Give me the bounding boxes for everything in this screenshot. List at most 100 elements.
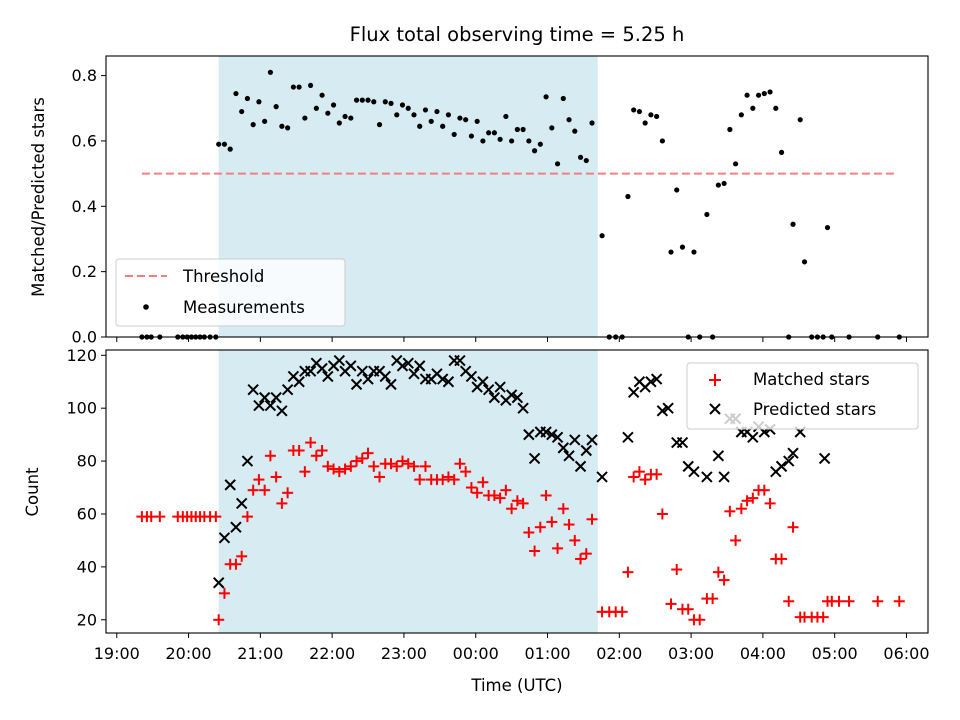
predicted-star-marker xyxy=(540,426,552,438)
matched-star-marker xyxy=(368,460,380,472)
measurement-point xyxy=(733,161,739,167)
matched-star-marker xyxy=(872,595,884,607)
matched-star-marker xyxy=(764,497,776,509)
measurement-point xyxy=(674,187,680,193)
measurement-point xyxy=(497,136,503,142)
matched-star-marker xyxy=(651,468,663,480)
predicted-star-marker xyxy=(645,376,657,388)
predicted-star-marker xyxy=(569,434,581,446)
matched-star-marker xyxy=(758,484,770,496)
legend-predicted-swatch xyxy=(709,403,721,415)
matched-star-marker xyxy=(575,553,587,565)
measurement-point xyxy=(353,97,360,103)
x-tick-label: 19:00 xyxy=(94,644,140,663)
matched-star-marker xyxy=(552,542,564,554)
matched-star-marker xyxy=(494,492,506,504)
measurement-point xyxy=(715,182,721,188)
matched-star-marker xyxy=(419,460,431,472)
predicted-star-marker xyxy=(775,460,788,473)
bottom-observing-span xyxy=(218,350,598,633)
measurement-point xyxy=(549,125,555,131)
measurement-point xyxy=(445,112,452,118)
top-y-tick-label: 0.6 xyxy=(72,131,97,150)
measurement-point xyxy=(761,90,767,97)
matched-star-marker xyxy=(351,455,363,467)
measurement-point xyxy=(572,128,578,134)
measurement-point xyxy=(801,259,808,265)
matched-star-marker xyxy=(356,452,368,464)
bottom-y-tick-label: 100 xyxy=(66,399,97,418)
top-axes-frame xyxy=(105,55,929,338)
bottom-panel: 20 40 60 80 100 120 19:00 20:00 21:00 22:00 23:00… xyxy=(23,346,930,695)
legend-measurements-label: Measurements xyxy=(183,298,305,317)
matched-star-marker xyxy=(628,471,640,483)
measurement-point xyxy=(543,94,549,100)
predicted-star-marker xyxy=(701,471,713,483)
measurement-point xyxy=(233,90,239,97)
predicted-star-marker xyxy=(676,436,689,449)
matched-star-marker xyxy=(448,474,460,486)
matched-stars-points xyxy=(136,437,905,626)
predicted-star-marker xyxy=(235,497,248,510)
measurement-point xyxy=(250,122,256,128)
matched-star-marker xyxy=(517,497,529,509)
matched-star-marker xyxy=(500,484,512,496)
matched-star-marker xyxy=(563,519,575,531)
measurement-point xyxy=(537,141,543,147)
measurement-point xyxy=(654,113,660,120)
measurement-point xyxy=(659,138,665,144)
matched-star-marker xyxy=(264,450,276,462)
predicted-star-marker xyxy=(258,391,271,404)
top-panel: 0.00.20.40.60.8 Matched/Predicted stars … xyxy=(29,55,929,347)
measurement-point xyxy=(422,107,429,113)
predicted-star-marker xyxy=(574,460,587,473)
measurement-point xyxy=(704,211,710,218)
matched-star-marker xyxy=(682,603,694,615)
matched-star-marker xyxy=(616,606,628,618)
predicted-star-marker xyxy=(546,428,558,441)
x-tick-label: 04:00 xyxy=(740,644,786,663)
predicted-star-marker xyxy=(414,360,426,372)
predicted-star-marker xyxy=(622,431,634,443)
matched-star-marker xyxy=(586,513,598,525)
measurement-point xyxy=(273,104,279,110)
measurement-point xyxy=(440,123,446,129)
predicted-star-marker xyxy=(688,465,700,478)
matched-star-marker xyxy=(534,521,546,533)
predicted-star-marker xyxy=(218,532,231,544)
measurement-point xyxy=(773,105,779,111)
matched-star-marker xyxy=(218,587,230,599)
matched-star-marker xyxy=(253,474,265,486)
matched-star-marker xyxy=(362,447,374,459)
measurement-point xyxy=(589,120,595,126)
x-axis-label: Time (UTC) xyxy=(470,676,562,695)
measurement-point xyxy=(668,249,674,255)
measurement-point xyxy=(509,138,515,144)
measurement-point xyxy=(560,95,566,102)
matched-star-marker xyxy=(787,521,799,533)
predicted-star-marker xyxy=(442,376,455,388)
predicted-star-marker xyxy=(477,376,489,388)
measurement-point xyxy=(755,92,762,98)
matched-star-marker xyxy=(712,566,724,578)
matched-star-marker xyxy=(833,595,845,607)
measurement-point xyxy=(290,84,296,90)
matched-star-marker xyxy=(511,495,523,507)
x-tick-label: 22:00 xyxy=(309,644,355,663)
matched-star-marker xyxy=(580,548,592,560)
measurement-point xyxy=(325,110,331,116)
predicted-star-marker xyxy=(656,405,669,417)
measurement-point xyxy=(721,180,727,187)
predicted-star-marker xyxy=(293,376,305,388)
matched-star-marker xyxy=(210,511,222,523)
matched-star-marker xyxy=(230,558,242,570)
predicted-star-marker xyxy=(379,370,391,383)
measurement-point xyxy=(451,131,457,138)
measurement-point xyxy=(583,157,589,164)
matched-star-marker xyxy=(465,482,477,494)
matched-star-marker xyxy=(396,455,408,467)
matched-star-marker xyxy=(724,505,736,517)
predicted-star-marker xyxy=(253,399,265,412)
matched-star-marker xyxy=(310,450,322,462)
measurement-point xyxy=(348,115,354,121)
